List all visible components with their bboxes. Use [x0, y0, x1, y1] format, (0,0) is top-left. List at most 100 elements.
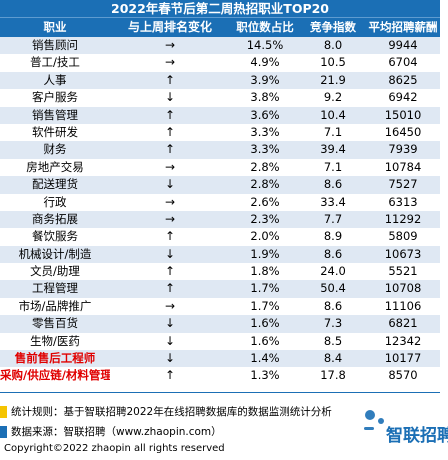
cell-job: 零售百货	[32, 316, 78, 331]
cell-change: →	[164, 159, 176, 174]
cell-competition: 7.7	[323, 211, 343, 226]
cell-job: 餐饮服务	[32, 229, 78, 244]
table-row: 销售顾问 → 14.5% 8.0 9944	[0, 37, 440, 55]
table-title: 2022年春节后第二周热招职业TOP20	[0, 0, 440, 17]
table-row: 生物/医药 ↓ 1.6% 8.5 12342	[0, 332, 440, 351]
cell-ratio: 3.8%	[250, 90, 280, 105]
cell-job: 文员/助理	[30, 264, 80, 279]
cell-competition: 7.3	[323, 316, 343, 331]
table-row: 工程管理 ↑ 1.7% 50.4 10708	[0, 280, 440, 298]
cell-change: ↑	[164, 142, 176, 157]
cell-competition: 7.1	[323, 159, 343, 174]
cell-salary: 6313	[388, 194, 418, 209]
cell-job: 销售管理	[32, 107, 78, 122]
cell-competition: 9.2	[323, 90, 343, 105]
cell-competition: 8.6	[323, 177, 343, 192]
data-source-text: 数据来源：智联招聘（www.zhaopin.com）	[11, 426, 222, 438]
cell-salary: 10708	[384, 281, 422, 296]
cell-ratio: 3.3%	[250, 142, 280, 157]
cell-ratio: 2.8%	[250, 159, 280, 174]
data-source-note: 数据来源：智联招聘（www.zhaopin.com）	[0, 424, 222, 439]
cell-ratio: 2.6%	[250, 194, 280, 209]
cell-change: ↑	[164, 368, 176, 383]
cell-ratio: 1.9%	[250, 246, 280, 261]
cell-competition: 17.8	[320, 368, 346, 383]
cell-competition: 8.6	[323, 246, 343, 261]
cell-salary: 6821	[388, 316, 418, 331]
cell-salary: 11292	[384, 211, 422, 226]
cell-job: 采购/供应链/材料管理	[0, 368, 110, 383]
cell-competition: 8.9	[323, 229, 343, 244]
table-header: 职业 与上周排名变化 职位数占比 竞争指数 平均招聘薪酬	[0, 17, 440, 37]
header-job: 职业	[43, 20, 67, 34]
table-row: 人事 ↑ 3.9% 21.9 8625	[0, 71, 440, 90]
cell-change: →	[164, 298, 176, 313]
cell-job: 机械设计/制造	[18, 246, 92, 261]
cell-job: 生物/医药	[30, 333, 80, 348]
cell-competition: 21.9	[320, 72, 346, 87]
table-row: 文员/助理 ↑ 1.8% 24.0 5521	[0, 263, 440, 281]
cell-change: ↑	[164, 264, 176, 279]
cell-job: 行政	[43, 194, 67, 209]
cell-competition: 39.4	[320, 142, 346, 157]
cell-salary: 10673	[384, 246, 422, 261]
table-row: 商务拓展 → 2.3% 7.7 11292	[0, 210, 440, 229]
table-row: 销售管理 ↑ 3.6% 10.4 15010	[0, 106, 440, 124]
table-row: 软件研发 ↑ 3.3% 7.1 16450	[0, 123, 440, 142]
cell-salary: 5521	[388, 264, 418, 279]
cell-job: 软件研发	[32, 124, 78, 139]
cell-salary: 6704	[388, 55, 418, 70]
cell-ratio: 14.5%	[246, 38, 284, 52]
cell-salary: 10177	[384, 351, 422, 366]
cell-ratio: 1.6%	[250, 316, 280, 331]
cell-job: 客户服务	[32, 90, 78, 105]
stat-rule-text: 统计规则：基于智联招聘2022年在线招聘数据库的数据监测统计分析	[11, 406, 332, 418]
cell-competition: 50.4	[320, 281, 346, 296]
cell-change: →	[164, 211, 176, 226]
table-row: 行政 → 2.6% 33.4 6313	[0, 193, 440, 211]
cell-ratio: 1.6%	[250, 333, 280, 348]
cell-change: ↓	[164, 351, 176, 366]
cell-salary: 7939	[388, 142, 418, 157]
cell-salary: 5809	[388, 229, 418, 244]
cell-ratio: 2.8%	[250, 177, 280, 192]
copyright-text: Copyright©2022 zhaopin all rights reserv…	[4, 443, 225, 454]
cell-change: ↑	[164, 107, 176, 122]
header-ratio: 职位数占比	[236, 20, 294, 34]
cell-ratio: 1.7%	[250, 281, 280, 296]
cell-change: ↓	[164, 177, 176, 192]
table-row: 售前售后工程师 ↓ 1.4% 8.4 10177	[0, 350, 440, 368]
cell-change: ↓	[164, 246, 176, 261]
cell-salary: 8570	[388, 368, 418, 383]
cell-ratio: 3.9%	[250, 72, 280, 87]
cell-competition: 10.4	[320, 107, 346, 122]
cell-job: 售前售后工程师	[14, 351, 96, 366]
table-body: 销售顾问 → 14.5% 8.0 9944 普工/技工 → 4.9% 10.5 6704 人事 ↑ 3.…	[0, 37, 440, 385]
cell-competition: 8.6	[323, 298, 343, 313]
cell-ratio: 3.3%	[250, 124, 280, 139]
cell-job: 房地产交易	[26, 159, 84, 174]
cell-change: ↑	[164, 281, 176, 296]
cell-competition: 8.5	[323, 333, 343, 348]
cell-competition: 8.4	[323, 351, 343, 366]
cell-ratio: 1.8%	[250, 264, 280, 279]
footer-divider	[0, 392, 440, 393]
cell-competition: 7.1	[323, 124, 343, 139]
table-row: 采购/供应链/材料管理 ↑ 1.3% 17.8 8570	[0, 367, 440, 385]
cell-salary: 6942	[388, 90, 418, 105]
cell-ratio: 1.7%	[250, 298, 280, 313]
table-row: 配送理货 ↓ 2.8% 8.6 7527	[0, 176, 440, 194]
cell-change: ↓	[164, 90, 176, 105]
cell-ratio: 3.6%	[250, 107, 280, 122]
table-row: 机械设计/制造 ↓ 1.9% 8.6 10673	[0, 245, 440, 264]
ranking-table: 2022年春节后第二周热招职业TOP20 职业 与上周排名变化 职位数占比 竞争…	[0, 0, 440, 385]
zhaopin-logo-icon: 智联招聘	[364, 410, 448, 446]
table-row: 客户服务 ↓ 3.8% 9.2 6942	[0, 89, 440, 107]
cell-ratio: 2.3%	[250, 211, 280, 226]
cell-salary: 7527	[388, 177, 418, 192]
blue-square-icon	[0, 425, 7, 438]
header-salary: 平均招聘薪酬	[368, 20, 438, 34]
cell-change: ↓	[164, 333, 176, 348]
cell-salary: 11106	[384, 298, 422, 313]
